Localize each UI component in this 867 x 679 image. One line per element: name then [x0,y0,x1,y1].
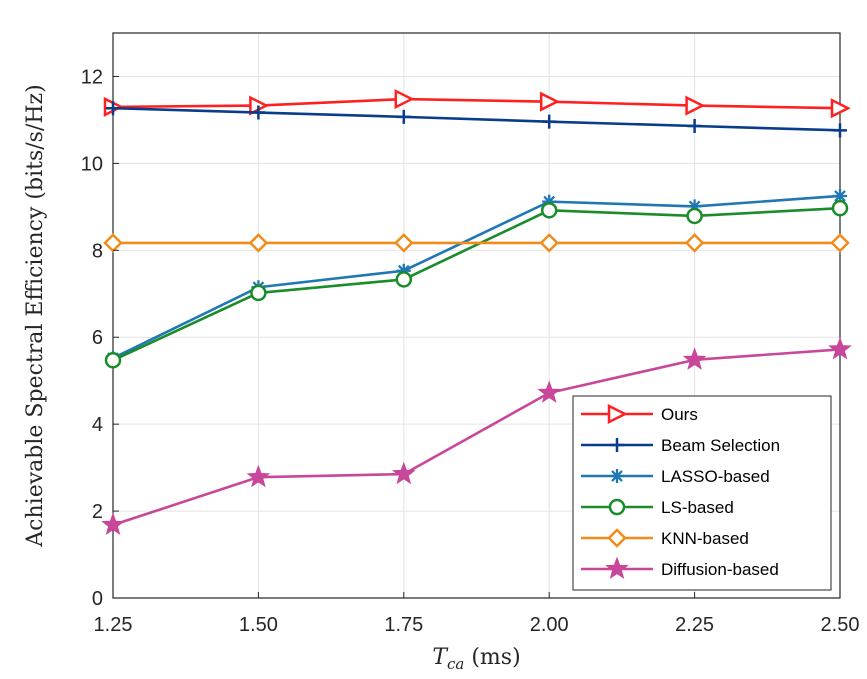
x-tick-label: 2.00 [530,614,569,636]
x-tick-label: 2.25 [675,614,714,636]
data-point-beam-selection [396,109,411,124]
y-tick-label: 10 [81,153,103,175]
legend-item-beam-selection: Beam Selection [581,436,780,455]
data-point-lasso-based [833,188,847,203]
series-line-lasso-based [112,194,841,360]
x-axis-label: Tca (ms) [432,645,520,673]
series-line-diffusion-based [112,348,841,527]
y-tick-label: 12 [81,66,103,88]
series-line-ls-based [112,206,841,362]
legend-item-knn-based: KNN-based [581,528,749,548]
data-point-diffusion-based [537,380,562,403]
data-point-diffusion-based [391,461,416,485]
x-tick-label: 1.50 [239,614,278,636]
plot-area [112,32,841,599]
legend-marker [610,438,624,452]
y-tick-label: 0 [92,588,103,610]
data-point-diffusion-based [101,512,125,536]
legend-marker [607,403,628,425]
y-tick-label: 2 [92,501,103,523]
legend-marker [608,498,626,516]
x-axis-unit: (ms) [464,645,520,670]
series-layer [101,89,852,536]
y-axis-label: Achievable Spectral Efficiency (bits/s/H… [23,84,48,547]
data-point-diffusion-based [682,347,707,370]
data-point-knn-based [830,233,850,253]
y-tick-label: 4 [92,414,103,436]
data-point-knn-based [103,233,123,253]
legend-item-diffusion-based: Diffusion-based [581,556,779,580]
legend-label: LASSO-based [661,467,770,486]
data-point-beam-selection [542,114,557,129]
legend-marker [605,556,629,580]
data-point-knn-based [394,233,414,253]
data-point-lasso-based [396,263,411,278]
x-tick-label: 1.75 [384,614,423,636]
legend-label: Diffusion-based [661,560,779,579]
y-tick-label: 8 [92,240,103,262]
data-point-lasso-based [542,194,557,209]
legend-item-ls-based: LS-based [581,498,734,517]
data-point-knn-based [539,233,559,253]
data-point-ls-based [831,199,849,217]
legend: Ours Beam Selection LASSO-based LS-based KNN… [572,395,832,591]
data-point-beam-selection [687,119,702,134]
x-axis-subscript: ca [447,655,464,673]
tick-labels: 1.25 1.50 1.75 2.00 2.25 2.50 0 2 4 6 8 10 12 [81,66,860,636]
data-point-beam-selection [106,101,120,116]
data-point-ours [685,95,706,116]
x-tick-label: 1.25 [94,614,133,636]
data-point-ours [830,98,851,119]
legend-label: KNN-based [661,529,749,548]
legend-item-ours: Ours [581,403,698,425]
series-lasso-based [106,188,847,366]
series-line-ours [112,97,841,110]
legend-label: Beam Selection [661,436,780,455]
series-beam-selection [106,101,847,138]
legend-label: LS-based [661,498,734,517]
data-point-ls-based [686,207,703,225]
x-tick-label: 2.50 [821,614,860,636]
data-point-ours [394,89,415,110]
data-point-ours [539,91,560,112]
data-point-diffusion-based [246,464,271,488]
series-ls-based [104,199,849,369]
legend-item-lasso-based: LASSO-based [581,467,770,486]
data-point-knn-based [684,233,705,253]
data-point-ls-based [395,271,413,288]
data-point-lasso-based [687,199,702,214]
series-knn-based [103,233,850,253]
series-line-beam-selection [112,106,841,132]
legend-marker [610,469,624,483]
data-point-diffusion-based [828,336,852,360]
data-point-beam-selection [251,105,266,120]
legend-box [572,395,832,591]
x-axis-symbol: T [432,645,449,670]
data-point-ls-based [250,284,267,302]
data-point-knn-based [248,233,269,253]
y-tick-label: 6 [92,327,103,349]
legend-label: Ours [661,405,698,424]
series-diffusion-based [101,336,852,536]
data-point-ls-based [540,202,558,219]
data-point-ls-based [104,352,122,369]
data-point-beam-selection [833,123,847,138]
legend-marker [607,528,627,548]
